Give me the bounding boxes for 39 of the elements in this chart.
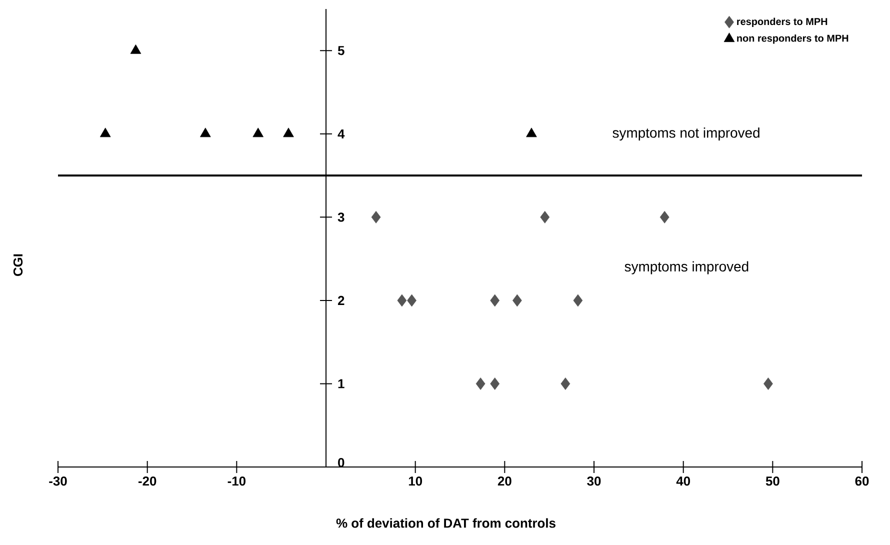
legend-label: non responders to MPH: [737, 34, 848, 44]
point: [252, 128, 264, 138]
x-tick-label: 60: [855, 476, 869, 486]
y-tick-label: 2: [338, 296, 344, 305]
y-tick-label: 0: [338, 458, 344, 468]
legend-label: responders to MPH: [737, 18, 828, 28]
point: [660, 210, 670, 224]
y-tick-label: 3: [338, 212, 344, 222]
point: [397, 294, 407, 307]
point: [371, 210, 381, 224]
point: [100, 128, 111, 138]
point: [560, 378, 570, 390]
point: [283, 128, 294, 138]
x-tick-label: 40: [676, 476, 690, 486]
point: [526, 128, 537, 138]
point: [490, 378, 500, 390]
point: [512, 294, 522, 307]
point: [130, 44, 142, 54]
x-tick-label: -30: [49, 476, 67, 486]
x-tick-label: 30: [587, 476, 601, 486]
point: [200, 128, 211, 138]
x-tick-label: 10: [408, 476, 422, 486]
annotation: symptoms improved: [624, 261, 748, 274]
x-tick-label: -20: [138, 476, 156, 486]
y-tick-label: 1: [338, 379, 344, 388]
x-tick-label: 20: [498, 476, 512, 486]
point: [764, 378, 773, 390]
x-axis-title: % of deviation of DAT from controls: [336, 518, 556, 528]
annotation: symptoms not improved: [612, 128, 760, 141]
y-tick-label: 4: [338, 129, 345, 138]
x-tick-label: 50: [766, 476, 780, 486]
y-tick-label: 5: [338, 46, 344, 56]
point: [490, 294, 500, 307]
x-tick-label: -10: [228, 476, 246, 486]
point: [540, 210, 550, 224]
point: [476, 378, 486, 390]
point: [573, 294, 583, 307]
point: [407, 294, 416, 307]
y-axis-title: CGI: [13, 254, 23, 276]
